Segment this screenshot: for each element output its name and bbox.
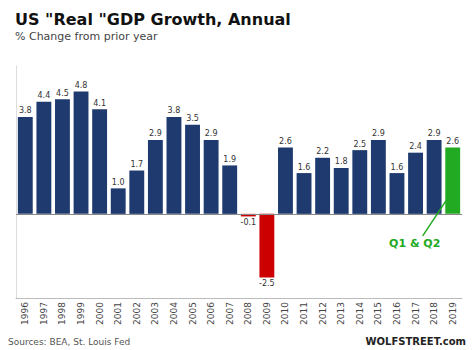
svg-text:2004: 2004 xyxy=(169,302,179,325)
svg-text:2005: 2005 xyxy=(188,302,198,325)
svg-text:4.5: 4.5 xyxy=(56,89,69,98)
svg-text:2012: 2012 xyxy=(318,302,328,325)
svg-text:3.8: 3.8 xyxy=(168,106,181,115)
svg-text:1.6: 1.6 xyxy=(391,163,404,172)
svg-text:3.5: 3.5 xyxy=(186,114,199,123)
svg-text:4.8: 4.8 xyxy=(75,81,88,90)
svg-text:1997: 1997 xyxy=(39,302,49,325)
svg-text:1.6: 1.6 xyxy=(298,163,311,172)
svg-text:2018: 2018 xyxy=(429,302,439,325)
svg-text:% Change from prior year: % Change from prior year xyxy=(15,30,158,43)
svg-text:2.9: 2.9 xyxy=(205,129,218,138)
svg-text:4.1: 4.1 xyxy=(93,99,106,108)
svg-text:2019: 2019 xyxy=(448,302,458,325)
svg-text:2003: 2003 xyxy=(150,302,160,325)
svg-text:2007: 2007 xyxy=(225,302,235,325)
svg-text:-0.1: -0.1 xyxy=(240,218,256,227)
svg-text:2.6: 2.6 xyxy=(279,137,292,146)
svg-text:US "Real "GDP Growth, Annual: US "Real "GDP Growth, Annual xyxy=(15,10,291,29)
svg-text:2014: 2014 xyxy=(355,302,365,325)
svg-text:2011: 2011 xyxy=(299,302,309,325)
svg-text:2.9: 2.9 xyxy=(428,129,441,138)
svg-text:1996: 1996 xyxy=(20,302,30,325)
svg-text:2000: 2000 xyxy=(95,302,105,325)
svg-text:1.7: 1.7 xyxy=(130,160,143,169)
svg-text:2013: 2013 xyxy=(336,302,346,325)
svg-text:2001: 2001 xyxy=(113,302,123,325)
svg-text:2002: 2002 xyxy=(132,302,142,325)
svg-text:-2.5: -2.5 xyxy=(259,279,275,288)
svg-text:2.2: 2.2 xyxy=(316,147,329,156)
svg-text:2.5: 2.5 xyxy=(353,140,366,149)
svg-text:2.6: 2.6 xyxy=(446,137,459,146)
svg-text:1.8: 1.8 xyxy=(335,157,348,166)
svg-text:WOLFSTREET.com: WOLFSTREET.com xyxy=(366,336,466,347)
svg-text:2.9: 2.9 xyxy=(372,129,385,138)
svg-text:2015: 2015 xyxy=(373,302,383,325)
svg-text:2.9: 2.9 xyxy=(149,129,162,138)
svg-text:3.8: 3.8 xyxy=(19,106,32,115)
svg-text:Sources: BEA, St. Louis Fed: Sources: BEA, St. Louis Fed xyxy=(8,337,130,347)
svg-text:1.0: 1.0 xyxy=(112,178,125,187)
svg-text:2016: 2016 xyxy=(392,302,402,325)
svg-text:2010: 2010 xyxy=(280,302,290,325)
svg-text:2008: 2008 xyxy=(243,302,253,325)
svg-text:1999: 1999 xyxy=(76,302,86,325)
svg-text:Q1 & Q2: Q1 & Q2 xyxy=(389,237,440,250)
svg-text:2.4: 2.4 xyxy=(409,142,422,151)
svg-text:4.4: 4.4 xyxy=(38,91,51,100)
svg-text:2017: 2017 xyxy=(411,302,421,325)
svg-text:1.9: 1.9 xyxy=(223,155,236,164)
svg-text:1998: 1998 xyxy=(57,302,67,325)
svg-text:2006: 2006 xyxy=(206,302,216,325)
svg-text:2009: 2009 xyxy=(262,302,272,325)
